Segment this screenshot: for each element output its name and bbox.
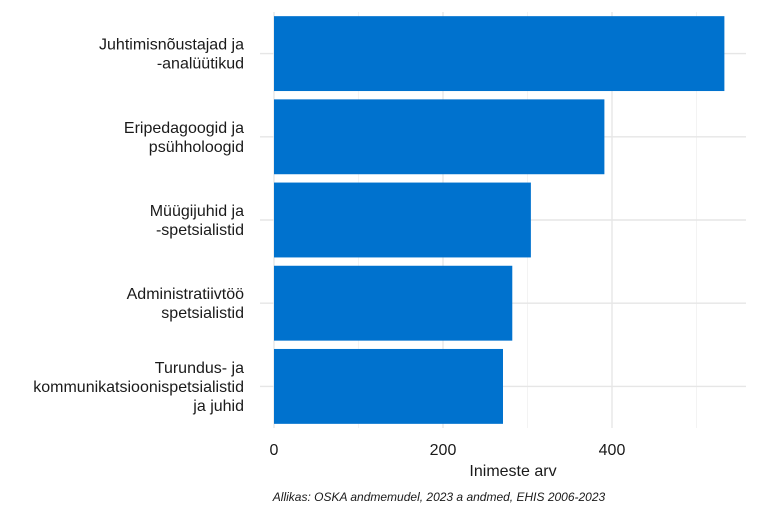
- category-label: Eripedagoogid ja psühholoogid: [124, 120, 244, 156]
- source-caption: Allikas: OSKA andmemudel, 2023 a andmed,…: [272, 490, 606, 504]
- category-label: Müügijuhid ja -spetsialistid: [150, 203, 244, 239]
- bar: [274, 348, 503, 424]
- bars: [274, 16, 725, 424]
- x-tick-label: 200: [430, 442, 457, 459]
- bar: [274, 16, 725, 92]
- category-label: Turundus- ja kommunikatsioonispetsialisti…: [33, 360, 244, 415]
- category-label: Juhtimisnõustajad ja -analüütikud: [99, 37, 244, 73]
- category-label: Administratiivtöö spetsialistid: [127, 286, 244, 322]
- bar: [274, 265, 513, 341]
- bar: [274, 182, 531, 258]
- bar: [274, 99, 605, 175]
- x-tick-label: 400: [599, 442, 626, 459]
- x-tick-label: 0: [270, 442, 279, 459]
- x-axis-title: Inimeste arv: [469, 463, 556, 480]
- category-labels: Juhtimisnõustajad ja -analüütikud Eripedag…: [33, 37, 244, 415]
- x-tick-labels: 0 200 400: [270, 442, 626, 459]
